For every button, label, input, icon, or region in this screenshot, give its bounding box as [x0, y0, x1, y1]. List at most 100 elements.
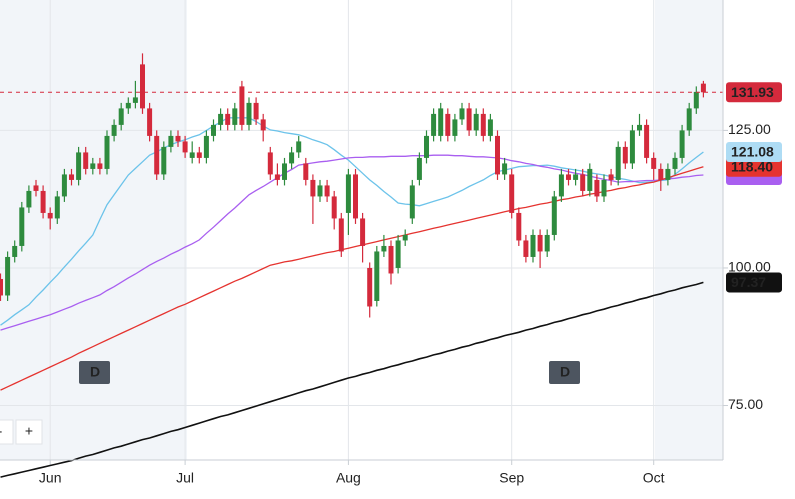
candle-body: [40, 190, 46, 213]
last-value-label: 131.93: [731, 84, 774, 100]
candle-body: [303, 163, 309, 180]
candle-body: [218, 113, 224, 125]
candle-body: [495, 135, 500, 175]
candle-body: [601, 179, 607, 197]
shaded-period: [0, 0, 187, 460]
candle-body: [424, 135, 429, 158]
candle-body: [118, 108, 124, 125]
candle-body: [125, 102, 131, 109]
candle-body: [679, 130, 685, 158]
candle-body: [523, 240, 529, 257]
candle-body: [69, 174, 74, 180]
candle-body: [658, 168, 664, 180]
candle-body: [480, 113, 486, 136]
candle-body: [331, 196, 337, 219]
candle-body: [189, 152, 195, 158]
candle-body: [700, 83, 706, 93]
candle-body: [530, 234, 536, 257]
candle-body: [345, 174, 351, 213]
candle-body: [502, 163, 508, 175]
candle-body: [353, 174, 358, 219]
candle-body: [239, 86, 245, 125]
candle-body: [644, 124, 650, 158]
grid: [0, 0, 728, 465]
candle-body: [374, 251, 380, 301]
candle-body: [608, 174, 614, 180]
candle-body: [90, 163, 96, 169]
candle-body: [196, 152, 202, 158]
candle-body: [317, 185, 323, 197]
moving-average-line: [0, 166, 704, 391]
candle-body: [416, 157, 422, 180]
candle-body: [61, 174, 67, 197]
candle-body: [537, 234, 543, 252]
candle-body: [161, 146, 167, 175]
candle-body: [175, 135, 181, 142]
x-tick-label: Oct: [643, 470, 665, 486]
candle-body: [310, 179, 316, 197]
candle-body: [544, 234, 550, 252]
candle-body: [409, 185, 415, 219]
candle-body: [395, 240, 401, 268]
candle-body: [5, 256, 11, 296]
dividend-marker-label: D: [560, 364, 570, 380]
moving-averages: [0, 117, 704, 478]
zoom-button[interactable]: [15, 419, 43, 445]
candle-body: [629, 130, 635, 164]
candle-body: [338, 218, 344, 252]
candle-body: [686, 108, 692, 131]
x-tick-label: Jul: [176, 470, 194, 486]
candle-body: [459, 108, 465, 120]
candle-body: [452, 119, 458, 136]
candle-body: [587, 168, 593, 191]
candle-body: [388, 245, 394, 274]
candle-body: [253, 102, 259, 120]
candle-body: [473, 113, 479, 131]
candle-body: [580, 174, 586, 191]
candle-body: [381, 245, 387, 252]
candle-body: [19, 207, 25, 246]
candle-body: [104, 135, 110, 169]
candle-body: [324, 185, 330, 197]
dividend-marker[interactable]: [549, 361, 580, 384]
candle-body: [232, 108, 238, 125]
dividend-marker[interactable]: [79, 361, 110, 384]
candle-body: [282, 163, 287, 180]
candle-body: [274, 174, 280, 180]
candle-body: [147, 108, 153, 136]
last-value-box: [726, 141, 782, 162]
candle-body: [111, 124, 117, 136]
candle-body: [551, 196, 557, 235]
candle-body: [289, 152, 295, 164]
candle-body: [566, 174, 571, 180]
x-tick-label: Aug: [336, 470, 361, 486]
candle-body: [693, 91, 699, 109]
candle-body: [622, 146, 628, 164]
candle-body: [97, 163, 103, 169]
x-tick-label: Jun: [39, 470, 62, 486]
y-tick-label: 100.00: [728, 259, 771, 275]
candle-body: [225, 113, 231, 125]
x-tick-label: Sep: [499, 470, 524, 486]
candle-body: [360, 218, 366, 246]
candle-body: [211, 124, 216, 136]
candle-body: [54, 196, 60, 219]
zoom-button-label[interactable]: -: [0, 423, 3, 439]
candle-body: [182, 141, 188, 153]
zoom-button-label[interactable]: +: [25, 423, 33, 439]
candle-body: [672, 157, 678, 169]
candle-body: [516, 212, 522, 241]
candle-body: [33, 185, 39, 191]
candle-body: [402, 234, 408, 241]
last-value-label: 118.40: [731, 158, 773, 174]
candle-body: [367, 267, 373, 307]
last-value-label: 97.37: [731, 274, 766, 290]
candle-body: [0, 278, 3, 296]
zoom-button[interactable]: [0, 419, 14, 445]
candle-body: [168, 135, 174, 147]
labels: 75.00100.00125.00150.00JunJulAugSepOct11…: [0, 82, 782, 486]
candle-body: [132, 97, 138, 103]
candle-body: [665, 168, 671, 180]
